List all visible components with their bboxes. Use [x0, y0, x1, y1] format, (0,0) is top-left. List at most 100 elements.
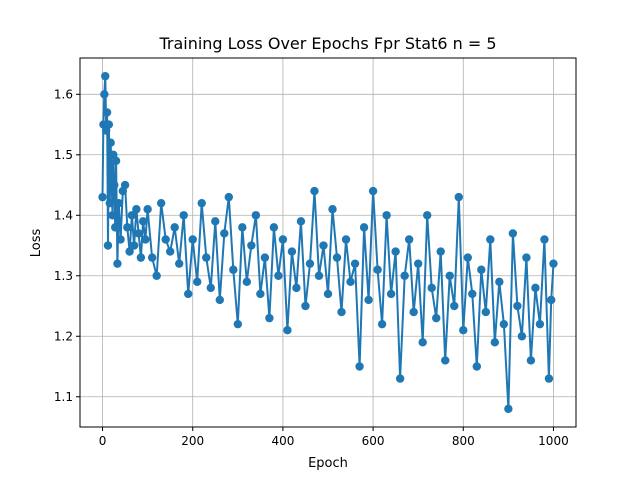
loss-point: [104, 120, 114, 129]
loss-point: [220, 229, 229, 238]
loss-point: [490, 338, 500, 347]
y-tick-label: 1.2: [54, 329, 73, 343]
y-tick-label: 1.5: [54, 148, 73, 162]
loss-point: [346, 277, 355, 287]
loss-point: [454, 192, 463, 202]
loss-point: [373, 265, 382, 274]
loss-point: [224, 192, 233, 202]
loss-point: [127, 211, 137, 220]
loss-point: [114, 198, 123, 208]
loss-point: [535, 319, 545, 329]
loss-point: [106, 138, 115, 147]
loss-point: [229, 265, 238, 274]
loss-point: [110, 223, 120, 232]
loss-point: [136, 253, 146, 262]
loss-point: [108, 211, 117, 220]
loss-point: [477, 265, 486, 274]
loss-point: [256, 289, 265, 299]
loss-point: [459, 326, 468, 335]
loss-point: [400, 271, 409, 280]
y-tick-label: 1.1: [54, 390, 73, 404]
axis-ticks: 0 200 400 600 800 1000 1.1 1.2 1.3 1.4 1.5 1.6: [54, 87, 569, 448]
y-axis-label: Loss: [29, 229, 44, 258]
loss-point: [188, 235, 197, 244]
loss-point: [517, 332, 527, 341]
loss-point: [522, 253, 531, 262]
loss-point: [274, 271, 283, 280]
loss-point: [138, 217, 148, 226]
y-tick-label: 1.3: [54, 269, 73, 283]
loss-point: [445, 271, 454, 280]
x-tick-label: 600: [362, 434, 385, 448]
loss-point: [531, 283, 540, 293]
loss-point: [296, 217, 306, 226]
loss-point: [350, 259, 360, 268]
loss-point: [495, 277, 504, 287]
loss-point: [269, 223, 279, 232]
loss-point: [103, 241, 113, 250]
loss-point: [526, 356, 536, 365]
loss-point: [337, 307, 346, 317]
x-axis-label: Epoch: [308, 456, 348, 471]
loss-point: [202, 253, 211, 262]
series-loss: [98, 71, 558, 414]
loss-line: [101, 76, 555, 409]
loss-point: [197, 198, 206, 208]
loss-point: [134, 229, 143, 238]
loss-point: [395, 374, 405, 383]
loss-point: [165, 247, 175, 256]
loss-point: [184, 289, 193, 299]
loss-point: [391, 247, 400, 256]
loss-point: [549, 259, 558, 268]
loss-point: [152, 271, 161, 280]
loss-point: [111, 156, 121, 166]
loss-point: [238, 223, 247, 232]
loss-point: [319, 241, 328, 250]
loss-point: [251, 211, 261, 220]
loss-point: [409, 307, 418, 317]
loss-point: [544, 374, 554, 383]
loss-point: [301, 301, 310, 311]
loss-point: [463, 253, 472, 262]
loss-point: [332, 253, 342, 262]
loss-point: [341, 235, 351, 244]
x-tick-label: 1000: [538, 434, 569, 448]
loss-point: [382, 211, 391, 220]
loss-point: [499, 319, 509, 329]
loss-point: [432, 313, 441, 323]
loss-point: [292, 283, 301, 293]
loss-point: [314, 271, 324, 280]
loss-point: [377, 319, 387, 329]
loss-point: [161, 235, 170, 244]
loss-point: [423, 211, 432, 220]
loss-point: [247, 241, 256, 250]
x-tick-label: 200: [181, 434, 204, 448]
x-tick-label: 800: [452, 434, 475, 448]
loss-point: [125, 247, 134, 256]
loss-point: [211, 217, 220, 226]
loss-point: [450, 301, 459, 311]
loss-point: [436, 247, 445, 256]
loss-point: [305, 259, 315, 268]
loss-point: [355, 362, 364, 371]
loss-point: [116, 235, 125, 244]
x-tick-label: 0: [99, 434, 107, 448]
loss-point: [132, 205, 141, 214]
loss-point: [233, 319, 243, 329]
loss-point: [147, 253, 157, 262]
x-tick-label: 400: [271, 434, 294, 448]
loss-point: [547, 295, 556, 305]
loss-point: [386, 289, 396, 299]
chart-title: Training Loss Over Epochs Fpr Stat6 n = …: [158, 34, 496, 53]
loss-point: [102, 108, 112, 117]
loss-point: [170, 223, 179, 232]
loss-point: [129, 241, 139, 250]
loss-point: [179, 211, 188, 220]
loss-point: [287, 247, 297, 256]
loss-point: [260, 253, 270, 262]
loss-point: [486, 235, 495, 244]
loss-point: [427, 283, 436, 293]
grid: [80, 58, 576, 427]
plot-frame: [79, 57, 577, 428]
